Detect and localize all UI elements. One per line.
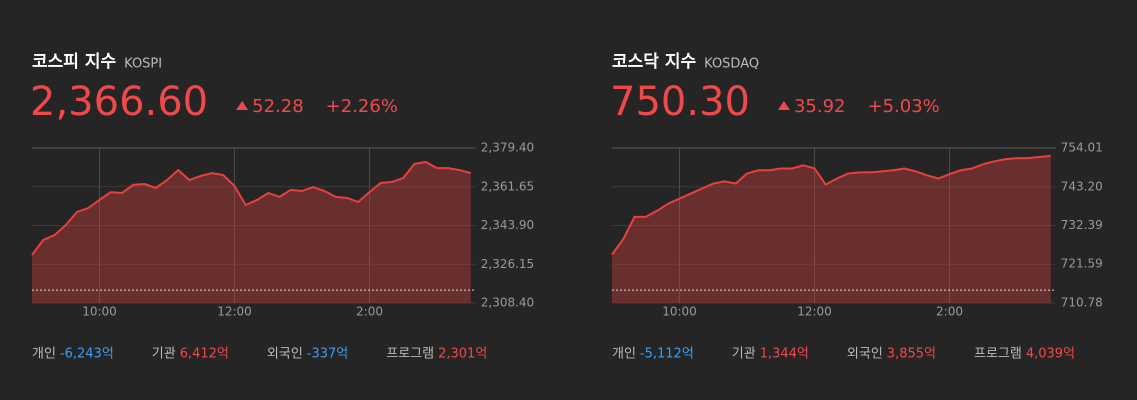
investor-name: 개인 [612,347,636,362]
investor-value: -5,112억 [640,347,694,362]
change: 52.28 [252,96,304,117]
y-tick-label: 2,308.40 [481,296,534,310]
x-tick-label: 10:00 [662,305,697,319]
investor-value: 2,301억 [438,347,487,362]
investor-name: 외국인 [267,347,303,362]
change-pct: +5.03% [868,96,940,117]
y-tick-label: 743.20 [1061,179,1103,193]
investor-name: 프로그램 [386,347,434,362]
investor-value: 3,855억 [887,347,936,362]
panel-title: 코스닥 지수 [612,52,696,72]
investor-name: 프로그램 [974,347,1022,362]
change: 35.92 [794,96,846,117]
x-tick-label: 2:00 [936,305,963,319]
investor-value: 4,039억 [1026,347,1075,362]
investor-value: 1,344억 [760,347,809,362]
y-tick-label: 754.01 [1061,141,1103,155]
price: 2,366.60 [30,79,208,125]
y-tick-label: 2,361.65 [481,179,534,193]
panel: 코스닥 지수 KOSDAQ 750.30 35.92 +5.03% [610,52,940,125]
panel-title: 코스피 지수 [32,52,116,72]
area-fill [612,155,1051,303]
y-tick-label: 2,326.15 [481,257,534,271]
investor-name: 개인 [32,347,56,362]
up-arrow [777,101,790,110]
y-tick-label: 2,343.90 [481,218,534,232]
x-tick-label: 10:00 [82,305,117,319]
up-arrow [236,101,249,110]
y-tick-label: 710.78 [1061,296,1103,310]
panel-subtitle: KOSPI [124,57,162,72]
change-pct: +2.26% [326,96,398,117]
price-line [611,154,1051,256]
investor-value: -337억 [307,347,348,362]
investor-value: -6,243억 [60,347,114,362]
panel-subtitle: KOSDAQ [704,57,759,72]
x-tick-label: 12:00 [217,305,252,319]
price: 750.30 [610,79,750,125]
investor-name: 기관 [732,347,756,362]
x-tick-label: 2:00 [356,305,383,319]
investor-name: 기관 [152,347,176,362]
panel: 코스피 지수 KOSPI 2,366.60 52.28 +2.26% [30,52,398,125]
investor-value: 6,412억 [180,347,229,362]
price-line [31,160,472,256]
investor-name: 외국인 [847,347,883,362]
y-tick-label: 721.59 [1061,257,1103,271]
x-tick-label: 12:00 [797,305,832,319]
area-fill [32,161,471,303]
y-tick-label: 2,379.40 [481,141,534,155]
y-tick-label: 732.39 [1061,218,1103,232]
